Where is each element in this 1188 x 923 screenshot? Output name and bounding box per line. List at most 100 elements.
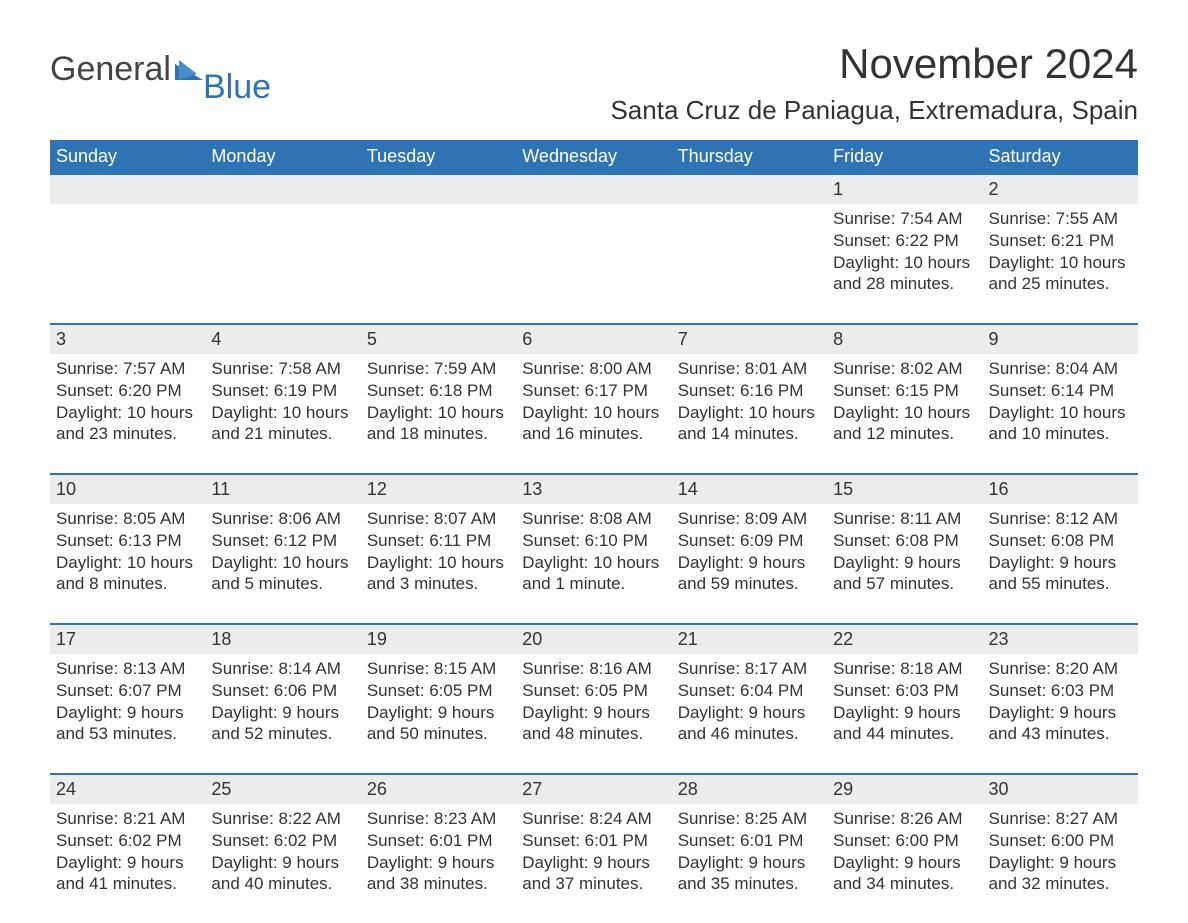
calendar-day-cell: 23Sunrise: 8:20 AMSunset: 6:03 PMDayligh…: [983, 624, 1138, 774]
day-number: 20: [516, 625, 671, 654]
daylight-line: Daylight: 9 hours and 46 minutes.: [678, 702, 821, 746]
daylight-line: Daylight: 10 hours and 5 minutes.: [211, 552, 354, 596]
sunset-line: Sunset: 6:00 PM: [833, 830, 976, 852]
day-data: Sunrise: 8:12 AMSunset: 6:08 PMDaylight:…: [983, 504, 1138, 595]
calendar-day-cell: 30Sunrise: 8:27 AMSunset: 6:00 PMDayligh…: [983, 774, 1138, 923]
sunrise-line: Sunrise: 8:20 AM: [989, 658, 1132, 680]
daylight-line: Daylight: 9 hours and 59 minutes.: [678, 552, 821, 596]
day-header-cell: Friday: [827, 140, 982, 174]
day-number: 11: [205, 475, 360, 504]
sunrise-line: Sunrise: 8:27 AM: [989, 808, 1132, 830]
sunset-line: Sunset: 6:18 PM: [367, 380, 510, 402]
daylight-line: Daylight: 9 hours and 35 minutes.: [678, 852, 821, 896]
sunset-line: Sunset: 6:01 PM: [678, 830, 821, 852]
day-header-cell: Monday: [205, 140, 360, 174]
day-data: Sunrise: 8:11 AMSunset: 6:08 PMDaylight:…: [827, 504, 982, 595]
sunset-line: Sunset: 6:17 PM: [522, 380, 665, 402]
day-data: Sunrise: 8:27 AMSunset: 6:00 PMDaylight:…: [983, 804, 1138, 895]
sunset-line: Sunset: 6:03 PM: [989, 680, 1132, 702]
day-number: 23: [983, 625, 1138, 654]
day-data: Sunrise: 7:57 AMSunset: 6:20 PMDaylight:…: [50, 354, 205, 445]
day-number-blank: [516, 175, 671, 204]
calendar-day-cell: 22Sunrise: 8:18 AMSunset: 6:03 PMDayligh…: [827, 624, 982, 774]
sunrise-line: Sunrise: 8:13 AM: [56, 658, 199, 680]
calendar-day-cell: [516, 174, 671, 324]
daylight-line: Daylight: 9 hours and 53 minutes.: [56, 702, 199, 746]
day-number: 5: [361, 325, 516, 354]
day-data: Sunrise: 8:00 AMSunset: 6:17 PMDaylight:…: [516, 354, 671, 445]
day-number: 1: [827, 175, 982, 204]
day-data: Sunrise: 8:13 AMSunset: 6:07 PMDaylight:…: [50, 654, 205, 745]
calendar-day-cell: 9Sunrise: 8:04 AMSunset: 6:14 PMDaylight…: [983, 324, 1138, 474]
calendar-day-cell: 29Sunrise: 8:26 AMSunset: 6:00 PMDayligh…: [827, 774, 982, 923]
sunrise-line: Sunrise: 8:06 AM: [211, 508, 354, 530]
daylight-line: Daylight: 9 hours and 52 minutes.: [211, 702, 354, 746]
calendar-day-cell: 7Sunrise: 8:01 AMSunset: 6:16 PMDaylight…: [672, 324, 827, 474]
day-number: 24: [50, 775, 205, 804]
daylight-line: Daylight: 9 hours and 37 minutes.: [522, 852, 665, 896]
flag-icon: [175, 60, 203, 80]
day-data: Sunrise: 8:21 AMSunset: 6:02 PMDaylight:…: [50, 804, 205, 895]
day-data: Sunrise: 8:14 AMSunset: 6:06 PMDaylight:…: [205, 654, 360, 745]
sunrise-line: Sunrise: 7:54 AM: [833, 208, 976, 230]
daylight-line: Daylight: 10 hours and 16 minutes.: [522, 402, 665, 446]
daylight-line: Daylight: 10 hours and 23 minutes.: [56, 402, 199, 446]
day-data: Sunrise: 8:06 AMSunset: 6:12 PMDaylight:…: [205, 504, 360, 595]
sunrise-line: Sunrise: 8:26 AM: [833, 808, 976, 830]
brand-logo: General Blue: [50, 50, 275, 89]
day-number: 6: [516, 325, 671, 354]
daylight-line: Daylight: 9 hours and 38 minutes.: [367, 852, 510, 896]
calendar-week-row: 3Sunrise: 7:57 AMSunset: 6:20 PMDaylight…: [50, 324, 1138, 474]
calendar-day-cell: 24Sunrise: 8:21 AMSunset: 6:02 PMDayligh…: [50, 774, 205, 923]
day-number-blank: [50, 175, 205, 204]
day-number-blank: [361, 175, 516, 204]
day-number: 27: [516, 775, 671, 804]
calendar-day-cell: [205, 174, 360, 324]
day-data: Sunrise: 7:58 AMSunset: 6:19 PMDaylight:…: [205, 354, 360, 445]
daylight-line: Daylight: 10 hours and 10 minutes.: [989, 402, 1132, 446]
sunrise-line: Sunrise: 8:15 AM: [367, 658, 510, 680]
sunrise-line: Sunrise: 8:05 AM: [56, 508, 199, 530]
daylight-line: Daylight: 10 hours and 12 minutes.: [833, 402, 976, 446]
sunset-line: Sunset: 6:01 PM: [367, 830, 510, 852]
day-data: Sunrise: 8:20 AMSunset: 6:03 PMDaylight:…: [983, 654, 1138, 745]
sunrise-line: Sunrise: 8:22 AM: [211, 808, 354, 830]
day-number: 16: [983, 475, 1138, 504]
daylight-line: Daylight: 9 hours and 48 minutes.: [522, 702, 665, 746]
day-number: 10: [50, 475, 205, 504]
day-number: 15: [827, 475, 982, 504]
calendar-day-cell: 21Sunrise: 8:17 AMSunset: 6:04 PMDayligh…: [672, 624, 827, 774]
day-number: 13: [516, 475, 671, 504]
calendar-day-cell: 1Sunrise: 7:54 AMSunset: 6:22 PMDaylight…: [827, 174, 982, 324]
day-number: 7: [672, 325, 827, 354]
calendar-day-cell: 10Sunrise: 8:05 AMSunset: 6:13 PMDayligh…: [50, 474, 205, 624]
brand-text-blue: Blue: [203, 68, 271, 107]
sunrise-line: Sunrise: 8:11 AM: [833, 508, 976, 530]
sunset-line: Sunset: 6:02 PM: [56, 830, 199, 852]
sunrise-line: Sunrise: 8:09 AM: [678, 508, 821, 530]
calendar-day-cell: 6Sunrise: 8:00 AMSunset: 6:17 PMDaylight…: [516, 324, 671, 474]
calendar-day-cell: 27Sunrise: 8:24 AMSunset: 6:01 PMDayligh…: [516, 774, 671, 923]
day-number: 4: [205, 325, 360, 354]
day-number: 26: [361, 775, 516, 804]
sunrise-line: Sunrise: 8:21 AM: [56, 808, 199, 830]
sunrise-line: Sunrise: 7:57 AM: [56, 358, 199, 380]
sunrise-line: Sunrise: 8:14 AM: [211, 658, 354, 680]
sunset-line: Sunset: 6:12 PM: [211, 530, 354, 552]
sunrise-line: Sunrise: 8:04 AM: [989, 358, 1132, 380]
brand-text-dark: General: [50, 50, 171, 89]
calendar-week-row: 1Sunrise: 7:54 AMSunset: 6:22 PMDaylight…: [50, 174, 1138, 324]
sunrise-line: Sunrise: 8:02 AM: [833, 358, 976, 380]
calendar-day-cell: 16Sunrise: 8:12 AMSunset: 6:08 PMDayligh…: [983, 474, 1138, 624]
day-data: Sunrise: 8:18 AMSunset: 6:03 PMDaylight:…: [827, 654, 982, 745]
sunset-line: Sunset: 6:15 PM: [833, 380, 976, 402]
day-data: Sunrise: 8:22 AMSunset: 6:02 PMDaylight:…: [205, 804, 360, 895]
sunrise-line: Sunrise: 8:18 AM: [833, 658, 976, 680]
calendar-week-row: 10Sunrise: 8:05 AMSunset: 6:13 PMDayligh…: [50, 474, 1138, 624]
calendar-day-cell: 17Sunrise: 8:13 AMSunset: 6:07 PMDayligh…: [50, 624, 205, 774]
sunset-line: Sunset: 6:14 PM: [989, 380, 1132, 402]
sunset-line: Sunset: 6:02 PM: [211, 830, 354, 852]
daylight-line: Daylight: 9 hours and 40 minutes.: [211, 852, 354, 896]
day-number: 22: [827, 625, 982, 654]
sunrise-line: Sunrise: 7:55 AM: [989, 208, 1132, 230]
